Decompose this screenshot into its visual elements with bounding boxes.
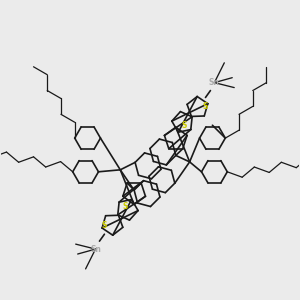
Text: S: S [122,202,128,211]
Text: S: S [203,102,208,111]
Text: S: S [182,121,188,130]
Text: Sn: Sn [209,78,220,87]
Text: S: S [102,221,107,230]
Text: Sn: Sn [90,244,101,253]
